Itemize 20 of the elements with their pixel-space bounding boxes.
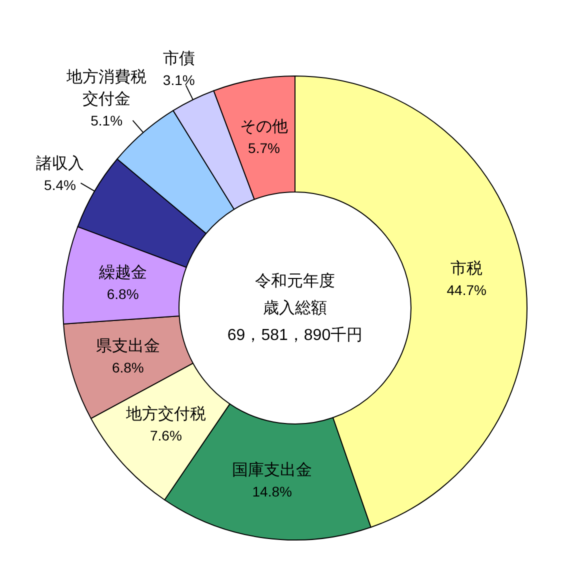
data-label: 5.1% <box>90 112 123 128</box>
text: 69，581，890千円 <box>227 326 363 344</box>
data-label: 6.8% <box>112 360 144 376</box>
data-label: 5.7% <box>248 140 280 156</box>
slice-label: 県支出金 <box>96 337 160 356</box>
slice-label: 市債 <box>162 50 195 68</box>
slice-label: その他 <box>240 118 288 136</box>
data-label: 5.4% <box>44 177 76 194</box>
data-label: 44.7% <box>446 282 486 298</box>
data-label: 6.8% <box>106 286 139 302</box>
slice-label: 繰越金 <box>98 263 147 282</box>
slice-label: 地方交付税 <box>124 405 206 424</box>
slice-label: 国庫支出金 <box>232 460 312 479</box>
data-label: 7.6% <box>150 428 182 444</box>
data-label: 3.1% <box>162 72 195 88</box>
slice-label: 諸収入 <box>36 154 84 173</box>
slice-label: 市税 <box>450 260 483 278</box>
data-label: 14.8% <box>252 483 292 500</box>
text: 令和元年度歳入総額 <box>255 272 335 317</box>
slice-label: 地方消費税交付金 <box>66 68 147 108</box>
